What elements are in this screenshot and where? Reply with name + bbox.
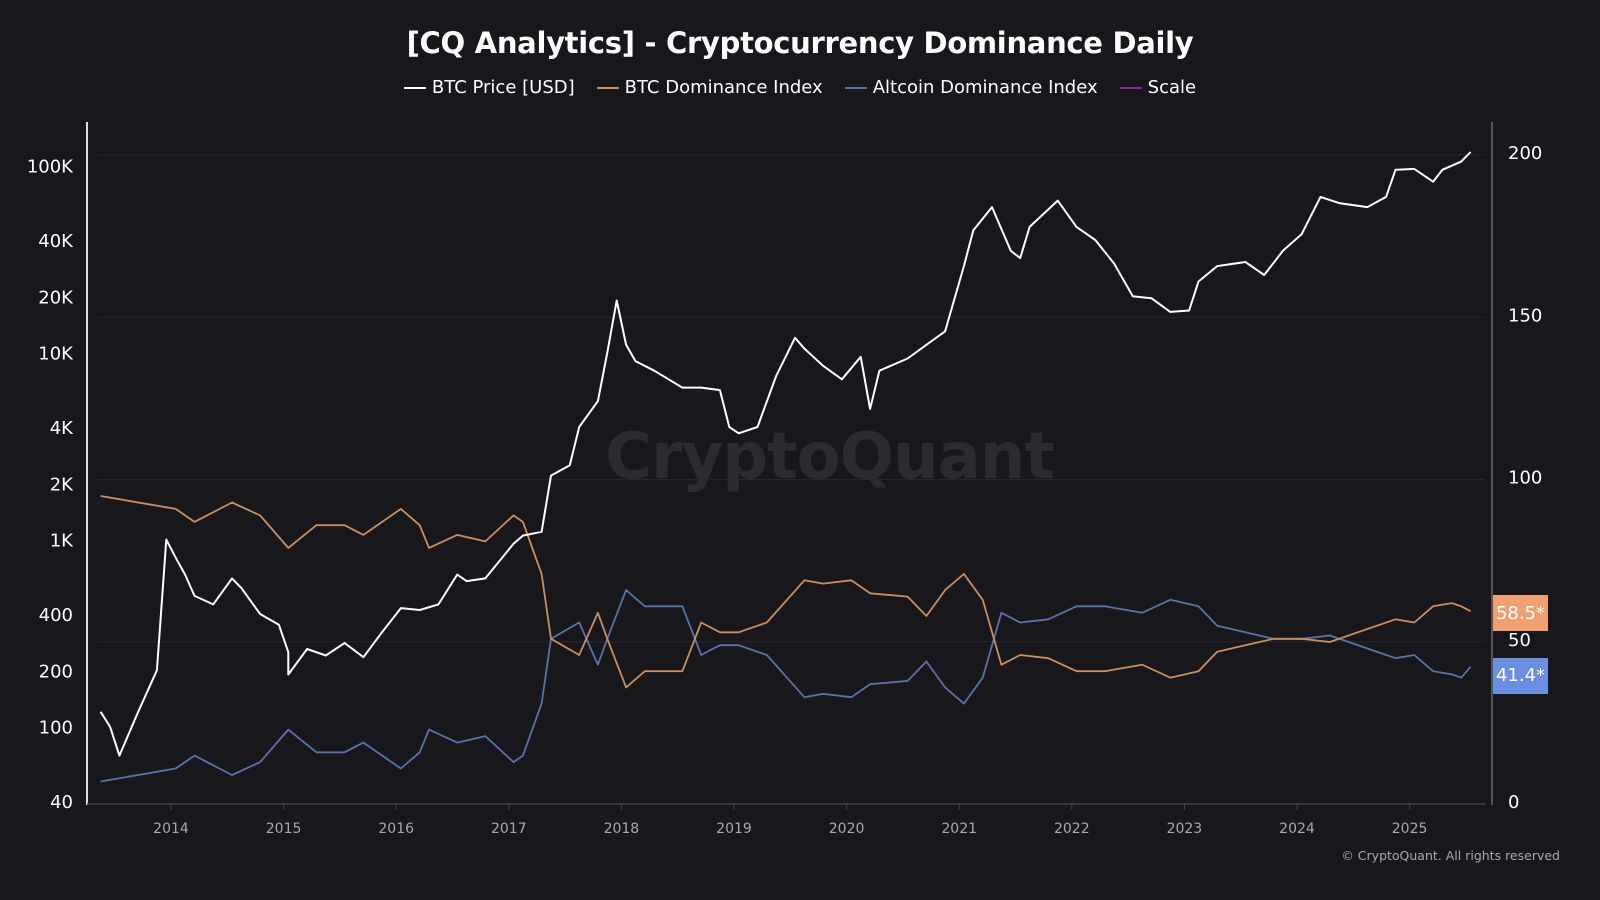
left-tick-label: 200 [39, 661, 73, 682]
left-tick-label: 10K [38, 344, 74, 365]
x-tick-label: 2017 [491, 821, 527, 837]
right-tick-label: 100 [1508, 468, 1542, 489]
left-tick-label: 20K [38, 287, 74, 308]
left-tick-label: 100 [39, 718, 73, 739]
series-line-btc-price-usd [99, 151, 1472, 757]
right-tick-label: 200 [1508, 143, 1542, 164]
legend-label: BTC Price [USD] [431, 77, 575, 98]
legend-item-btc-price[interactable]: BTC Price [USD] [403, 77, 575, 98]
right-tick-label: 50 [1508, 630, 1531, 651]
legend-item-scale[interactable]: Scale [1119, 77, 1197, 98]
copyright: © CryptoQuant. All rights reserved [1341, 848, 1560, 863]
x-tick-label: 2022 [1054, 821, 1090, 837]
legend: BTC Price [USD] BTC Dominance Index Altc… [0, 77, 1600, 98]
legend-swatch [596, 86, 619, 89]
legend-label: Scale [1147, 77, 1197, 98]
legend-item-altcoin-dominance[interactable]: Altcoin Dominance Index [844, 77, 1098, 98]
x-tick-label: 2016 [378, 821, 414, 837]
x-tick-label: 2014 [153, 821, 189, 837]
legend-item-btc-dominance[interactable]: BTC Dominance Index [596, 77, 823, 98]
altcoin-dominance-last-value-badge: 41.4* [1493, 657, 1548, 694]
left-tick-label: 4K [50, 418, 74, 439]
legend-swatch [403, 86, 426, 89]
left-tick-label: 2K [50, 474, 74, 495]
btc-dominance-last-value-badge: 58.5* [1493, 595, 1548, 632]
series-line-altcoin-dominance-index [100, 589, 1472, 783]
left-tick-label: 1K [50, 531, 74, 552]
legend-swatch [1119, 86, 1142, 89]
watermark-logo: CryptoQuant [605, 420, 1055, 494]
x-tick-label: 2025 [1392, 821, 1428, 837]
x-tick-label: 2019 [716, 821, 752, 837]
left-tick-label: 100K [27, 157, 74, 178]
legend-swatch [844, 86, 867, 89]
right-tick-label: 150 [1508, 305, 1542, 326]
chart-title: [CQ Analytics] - Cryptocurrency Dominanc… [406, 26, 1194, 60]
x-tick-label: 2021 [941, 821, 977, 837]
legend-label: Altcoin Dominance Index [872, 77, 1098, 98]
left-tick-label: 400 [39, 605, 73, 626]
x-tick-label: 2018 [604, 821, 640, 837]
right-tick-label: 0 [1508, 792, 1519, 813]
x-tick-label: 2015 [266, 821, 302, 837]
left-tick-label: 40K [38, 231, 74, 252]
series-line-btc-dominance-index [100, 495, 1472, 689]
x-tick-label: 2023 [1167, 821, 1203, 837]
x-tick-label: 2024 [1279, 821, 1315, 837]
legend-label: BTC Dominance Index [624, 77, 823, 98]
x-tick-label: 2020 [829, 821, 865, 837]
left-tick-label: 40 [50, 792, 73, 813]
